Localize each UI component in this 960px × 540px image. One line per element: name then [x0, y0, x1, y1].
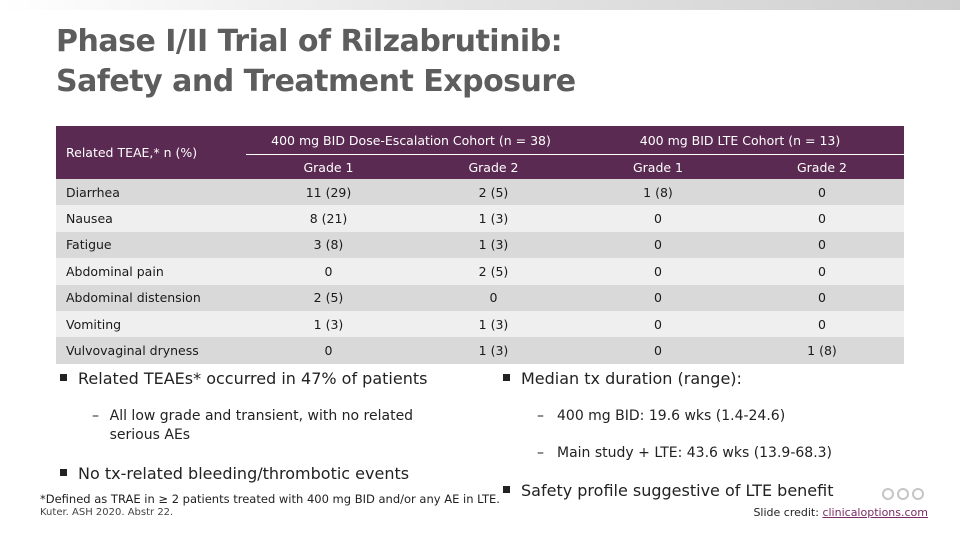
table-cell: 1 (3) — [411, 337, 576, 364]
dash-icon: – — [537, 408, 544, 424]
table-row: Fatigue 3 (8) 1 (3) 0 0 — [56, 231, 904, 259]
subheader-grade: Grade 2 — [411, 154, 576, 179]
bullet-text: Safety profile suggestive of LTE benefit — [521, 481, 834, 500]
row-label: Vomiting — [56, 310, 246, 338]
bullet-no-bleeding: No tx-related bleeding/thrombotic events — [60, 464, 409, 483]
table-row: Abdominal pain 0 2 (5) 0 0 — [56, 258, 904, 285]
table-cell: 3 (8) — [246, 231, 411, 259]
subheader-grade: Grade 2 — [740, 154, 904, 179]
bullet-text: No tx-related bleeding/thrombotic events — [78, 464, 410, 483]
table-cell: 1 (3) — [411, 231, 576, 259]
bullet-related-teaes: Related TEAEs* occurred in 47% of patien… — [60, 369, 427, 388]
slide-credit: Slide credit: clinicaloptions.com — [753, 506, 928, 519]
title-line-1: Phase I/II Trial of Rilzabrutinib: — [56, 24, 563, 59]
credit-label: Slide credit: — [753, 506, 823, 519]
row-label: Abdominal pain — [56, 258, 246, 285]
table-cell: 0 — [246, 337, 411, 364]
group-header-lte: 400 mg BID LTE Cohort (n = 13) — [576, 126, 904, 155]
table-cell: 0 — [411, 284, 576, 311]
citation: Kuter. ASH 2020. Abstr 22. — [40, 507, 174, 518]
sub-bullet-low-grade: – All low grade and transient, with no r… — [92, 407, 452, 445]
table-cell: 11 (29) — [246, 179, 411, 206]
table-cell: 0 — [576, 258, 740, 285]
top-decor-bar — [0, 0, 960, 10]
table-cell: 0 — [576, 231, 740, 259]
row-label: Abdominal distension — [56, 284, 246, 311]
table-cell: 0 — [740, 231, 904, 259]
dash-icon: – — [537, 445, 544, 461]
table-cell: 2 (5) — [246, 284, 411, 311]
table-cell: 1 (3) — [411, 310, 576, 338]
row-label: Nausea — [56, 205, 246, 232]
table-cell: 2 (5) — [411, 258, 576, 285]
subheader-grade: Grade 1 — [246, 154, 411, 179]
subheader-grade: Grade 1 — [576, 154, 740, 179]
dash-icon: – — [92, 408, 99, 424]
row-label: Fatigue — [56, 231, 246, 259]
bullet-square-icon — [60, 374, 67, 381]
sub-bullet-text: Main study + LTE: 43.6 wks (13.9-68.3) — [557, 445, 833, 461]
title-line-2: Safety and Treatment Exposure — [56, 64, 576, 99]
table-cell: 8 (21) — [246, 205, 411, 232]
table-cell: 1 (8) — [576, 179, 740, 206]
table-cell: 0 — [576, 284, 740, 311]
table-cell: 0 — [576, 337, 740, 364]
table-row: Vomiting 1 (3) 1 (3) 0 0 — [56, 310, 904, 338]
sub-bullet-text: All low grade and transient, with no rel… — [109, 408, 414, 443]
bullet-square-icon — [503, 374, 510, 381]
bullet-text: Related TEAEs* occurred in 47% of patien… — [78, 369, 428, 388]
cco-logo-icon — [882, 488, 924, 500]
bullet-square-icon — [60, 469, 67, 476]
table-cell: 0 — [740, 179, 904, 206]
row-header: Related TEAE,* n (%) — [56, 126, 246, 179]
slide-title: Phase I/II Trial of Rilzabrutinib: Safet… — [56, 22, 576, 102]
credit-link[interactable]: clinicaloptions.com — [822, 506, 928, 519]
table-cell: 1 (3) — [411, 205, 576, 232]
table-row: Abdominal distension 2 (5) 0 0 0 — [56, 284, 904, 311]
table-cell: 0 — [740, 284, 904, 311]
group-header-dose-escalation: 400 mg BID Dose-Escalation Cohort (n = 3… — [246, 126, 576, 155]
bullet-square-icon — [503, 486, 510, 493]
table-row: Diarrhea 11 (29) 2 (5) 1 (8) 0 — [56, 179, 904, 206]
row-label: Vulvovaginal dryness — [56, 337, 246, 364]
bullet-median-duration: Median tx duration (range): — [503, 369, 742, 388]
teae-table: Related TEAE,* n (%) 400 mg BID Dose-Esc… — [56, 126, 904, 364]
sub-bullet-400mg: –400 mg BID: 19.6 wks (1.4-24.6) — [537, 407, 785, 426]
table-cell: 2 (5) — [411, 179, 576, 206]
bullet-text: Median tx duration (range): — [521, 369, 742, 388]
row-label: Diarrhea — [56, 179, 246, 206]
footnote: *Defined as TRAE in ≥ 2 patients treated… — [40, 492, 500, 506]
table-cell: 0 — [740, 205, 904, 232]
table-row: Nausea 8 (21) 1 (3) 0 0 — [56, 205, 904, 232]
bullet-safety-profile: Safety profile suggestive of LTE benefit — [503, 481, 834, 500]
sub-bullet-main-study: – Main study + LTE: 43.6 wks (13.9-68.3) — [537, 444, 832, 463]
sub-bullet-text: 400 mg BID: 19.6 wks (1.4-24.6) — [557, 408, 786, 424]
table-cell: 1 (3) — [246, 310, 411, 338]
table-cell: 0 — [740, 258, 904, 285]
table-cell: 1 (8) — [740, 337, 904, 364]
table-row: Vulvovaginal dryness 0 1 (3) 0 1 (8) — [56, 337, 904, 364]
table-cell: 0 — [246, 258, 411, 285]
table-cell: 0 — [576, 310, 740, 338]
table-cell: 0 — [576, 205, 740, 232]
table-cell: 0 — [740, 310, 904, 338]
